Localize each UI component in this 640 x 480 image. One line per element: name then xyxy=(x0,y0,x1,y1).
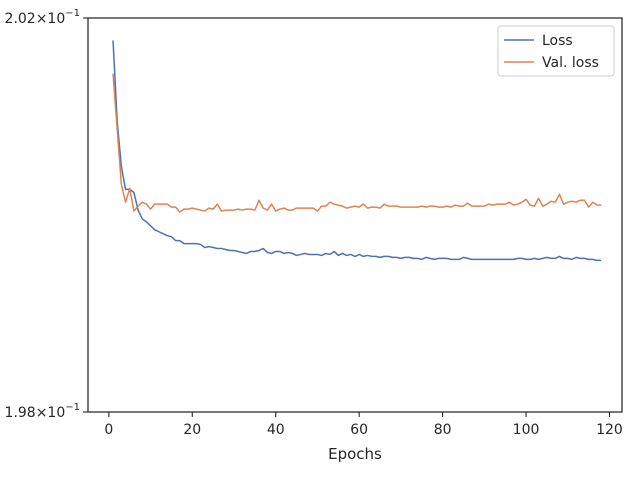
series-line-loss xyxy=(112,40,602,262)
legend-box xyxy=(497,25,615,77)
y-tick-label: 1.98×10−1 xyxy=(5,402,80,421)
series-layer xyxy=(112,40,602,262)
x-tick-label: 100 xyxy=(513,422,540,438)
x-tick-label: 60 xyxy=(350,422,368,438)
x-axis-label: Epochs xyxy=(328,445,382,463)
series-line-val-loss xyxy=(112,73,602,213)
x-tick-label: 80 xyxy=(434,422,452,438)
x-tick-label: 0 xyxy=(104,422,113,438)
x-tick-label: 40 xyxy=(267,422,285,438)
x-tick-label: 20 xyxy=(183,422,201,438)
legend: Loss Val. loss xyxy=(497,25,615,77)
legend-label: Val. loss xyxy=(542,55,599,71)
y-axis: 2.02×10−1 1.98×10−1 xyxy=(5,8,88,421)
plot-frame xyxy=(87,17,623,413)
legend-label: Loss xyxy=(542,33,573,49)
x-axis: 0 20 40 60 80 100 120 xyxy=(104,412,623,438)
x-tick-label: 120 xyxy=(596,422,623,438)
y-tick-label: 2.02×10−1 xyxy=(5,8,80,27)
